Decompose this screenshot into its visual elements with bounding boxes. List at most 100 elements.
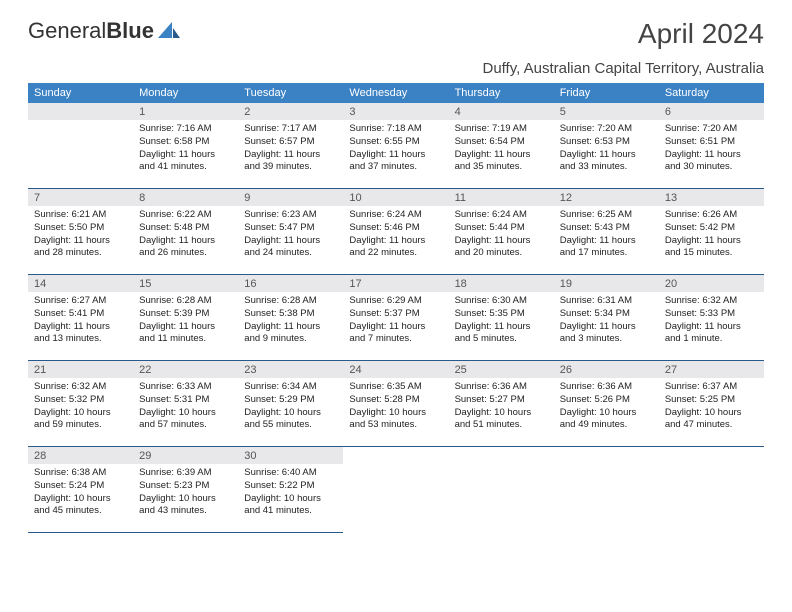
sunset-line: Sunset: 6:51 PM xyxy=(665,136,758,149)
day-details: Sunrise: 6:28 AMSunset: 5:39 PMDaylight:… xyxy=(133,292,238,350)
daylight-line: Daylight: 10 hours and 43 minutes. xyxy=(139,493,232,519)
day-cell: 23Sunrise: 6:34 AMSunset: 5:29 PMDayligh… xyxy=(238,361,343,447)
daylight-line: Daylight: 11 hours and 24 minutes. xyxy=(244,235,337,261)
sunset-line: Sunset: 5:25 PM xyxy=(665,394,758,407)
weekday-header: Saturday xyxy=(659,83,764,103)
day-number: 15 xyxy=(133,275,238,292)
sunrise-line: Sunrise: 7:18 AM xyxy=(349,123,442,136)
calendar-cell: 12Sunrise: 6:25 AMSunset: 5:43 PMDayligh… xyxy=(554,189,659,275)
sunrise-line: Sunrise: 6:31 AM xyxy=(560,295,653,308)
day-number: 20 xyxy=(659,275,764,292)
daylight-line: Daylight: 10 hours and 47 minutes. xyxy=(665,407,758,433)
sunset-line: Sunset: 5:37 PM xyxy=(349,308,442,321)
calendar-cell: 5Sunrise: 7:20 AMSunset: 6:53 PMDaylight… xyxy=(554,103,659,189)
day-details: Sunrise: 7:19 AMSunset: 6:54 PMDaylight:… xyxy=(449,120,554,178)
day-cell: 28Sunrise: 6:38 AMSunset: 5:24 PMDayligh… xyxy=(28,447,133,533)
day-details: Sunrise: 6:36 AMSunset: 5:26 PMDaylight:… xyxy=(554,378,659,436)
day-cell: 5Sunrise: 7:20 AMSunset: 6:53 PMDaylight… xyxy=(554,103,659,189)
day-number: 7 xyxy=(28,189,133,206)
day-cell: 7Sunrise: 6:21 AMSunset: 5:50 PMDaylight… xyxy=(28,189,133,275)
sunrise-line: Sunrise: 7:16 AM xyxy=(139,123,232,136)
sunrise-line: Sunrise: 6:35 AM xyxy=(349,381,442,394)
day-number: 24 xyxy=(343,361,448,378)
daylight-line: Daylight: 11 hours and 11 minutes. xyxy=(139,321,232,347)
calendar-cell: 23Sunrise: 6:34 AMSunset: 5:29 PMDayligh… xyxy=(238,361,343,447)
calendar-cell: 13Sunrise: 6:26 AMSunset: 5:42 PMDayligh… xyxy=(659,189,764,275)
sunrise-line: Sunrise: 6:36 AM xyxy=(560,381,653,394)
sunrise-line: Sunrise: 6:32 AM xyxy=(665,295,758,308)
day-cell: 26Sunrise: 6:36 AMSunset: 5:26 PMDayligh… xyxy=(554,361,659,447)
day-number: 6 xyxy=(659,103,764,120)
calendar-cell: 2Sunrise: 7:17 AMSunset: 6:57 PMDaylight… xyxy=(238,103,343,189)
daylight-line: Daylight: 11 hours and 3 minutes. xyxy=(560,321,653,347)
sunset-line: Sunset: 6:53 PM xyxy=(560,136,653,149)
day-cell: 27Sunrise: 6:37 AMSunset: 5:25 PMDayligh… xyxy=(659,361,764,447)
day-details: Sunrise: 6:28 AMSunset: 5:38 PMDaylight:… xyxy=(238,292,343,350)
day-number: 23 xyxy=(238,361,343,378)
day-number: 5 xyxy=(554,103,659,120)
daylight-line: Daylight: 10 hours and 57 minutes. xyxy=(139,407,232,433)
calendar-cell xyxy=(28,103,133,189)
sunrise-line: Sunrise: 6:22 AM xyxy=(139,209,232,222)
day-number: 25 xyxy=(449,361,554,378)
day-cell: 13Sunrise: 6:26 AMSunset: 5:42 PMDayligh… xyxy=(659,189,764,275)
day-number: 1 xyxy=(133,103,238,120)
sunset-line: Sunset: 5:27 PM xyxy=(455,394,548,407)
day-number: 30 xyxy=(238,447,343,464)
sunset-line: Sunset: 5:44 PM xyxy=(455,222,548,235)
sunset-line: Sunset: 5:26 PM xyxy=(560,394,653,407)
sunset-line: Sunset: 5:47 PM xyxy=(244,222,337,235)
day-cell: 8Sunrise: 6:22 AMSunset: 5:48 PMDaylight… xyxy=(133,189,238,275)
day-number: 19 xyxy=(554,275,659,292)
sunset-line: Sunset: 5:29 PM xyxy=(244,394,337,407)
day-details: Sunrise: 6:24 AMSunset: 5:44 PMDaylight:… xyxy=(449,206,554,264)
day-number: 27 xyxy=(659,361,764,378)
day-number: 10 xyxy=(343,189,448,206)
day-cell: 2Sunrise: 7:17 AMSunset: 6:57 PMDaylight… xyxy=(238,103,343,189)
sunrise-line: Sunrise: 6:40 AM xyxy=(244,467,337,480)
weekday-header: Friday xyxy=(554,83,659,103)
daylight-line: Daylight: 10 hours and 59 minutes. xyxy=(34,407,127,433)
sunset-line: Sunset: 5:39 PM xyxy=(139,308,232,321)
calendar-cell: 17Sunrise: 6:29 AMSunset: 5:37 PMDayligh… xyxy=(343,275,448,361)
calendar-cell: 16Sunrise: 6:28 AMSunset: 5:38 PMDayligh… xyxy=(238,275,343,361)
sunset-line: Sunset: 5:31 PM xyxy=(139,394,232,407)
calendar-table: SundayMondayTuesdayWednesdayThursdayFrid… xyxy=(28,83,764,533)
day-details: Sunrise: 6:25 AMSunset: 5:43 PMDaylight:… xyxy=(554,206,659,264)
sunrise-line: Sunrise: 6:28 AM xyxy=(139,295,232,308)
calendar-cell: 20Sunrise: 6:32 AMSunset: 5:33 PMDayligh… xyxy=(659,275,764,361)
sunset-line: Sunset: 5:23 PM xyxy=(139,480,232,493)
weekday-header: Thursday xyxy=(449,83,554,103)
day-details: Sunrise: 6:37 AMSunset: 5:25 PMDaylight:… xyxy=(659,378,764,436)
daylight-line: Daylight: 10 hours and 45 minutes. xyxy=(34,493,127,519)
day-details: Sunrise: 6:36 AMSunset: 5:27 PMDaylight:… xyxy=(449,378,554,436)
sunset-line: Sunset: 5:35 PM xyxy=(455,308,548,321)
daylight-line: Daylight: 11 hours and 1 minute. xyxy=(665,321,758,347)
day-details: Sunrise: 6:31 AMSunset: 5:34 PMDaylight:… xyxy=(554,292,659,350)
calendar-cell: 1Sunrise: 7:16 AMSunset: 6:58 PMDaylight… xyxy=(133,103,238,189)
daylight-line: Daylight: 11 hours and 15 minutes. xyxy=(665,235,758,261)
day-cell: 10Sunrise: 6:24 AMSunset: 5:46 PMDayligh… xyxy=(343,189,448,275)
month-title: April 2024 xyxy=(638,18,764,50)
daylight-line: Daylight: 11 hours and 33 minutes. xyxy=(560,149,653,175)
sunrise-line: Sunrise: 6:23 AM xyxy=(244,209,337,222)
sunrise-line: Sunrise: 7:20 AM xyxy=(665,123,758,136)
day-details: Sunrise: 6:32 AMSunset: 5:33 PMDaylight:… xyxy=(659,292,764,350)
calendar-head: SundayMondayTuesdayWednesdayThursdayFrid… xyxy=(28,83,764,103)
calendar-cell: 27Sunrise: 6:37 AMSunset: 5:25 PMDayligh… xyxy=(659,361,764,447)
weekday-header: Monday xyxy=(133,83,238,103)
day-details: Sunrise: 6:22 AMSunset: 5:48 PMDaylight:… xyxy=(133,206,238,264)
sunrise-line: Sunrise: 6:29 AM xyxy=(349,295,442,308)
sunrise-line: Sunrise: 6:34 AM xyxy=(244,381,337,394)
day-number: 8 xyxy=(133,189,238,206)
calendar-cell: 9Sunrise: 6:23 AMSunset: 5:47 PMDaylight… xyxy=(238,189,343,275)
sunset-line: Sunset: 5:42 PM xyxy=(665,222,758,235)
calendar-cell: 8Sunrise: 6:22 AMSunset: 5:48 PMDaylight… xyxy=(133,189,238,275)
calendar-cell xyxy=(449,447,554,533)
sunset-line: Sunset: 5:22 PM xyxy=(244,480,337,493)
sunset-line: Sunset: 5:50 PM xyxy=(34,222,127,235)
weekday-header: Tuesday xyxy=(238,83,343,103)
sunset-line: Sunset: 5:28 PM xyxy=(349,394,442,407)
empty-day-number xyxy=(28,103,133,120)
calendar-cell: 10Sunrise: 6:24 AMSunset: 5:46 PMDayligh… xyxy=(343,189,448,275)
